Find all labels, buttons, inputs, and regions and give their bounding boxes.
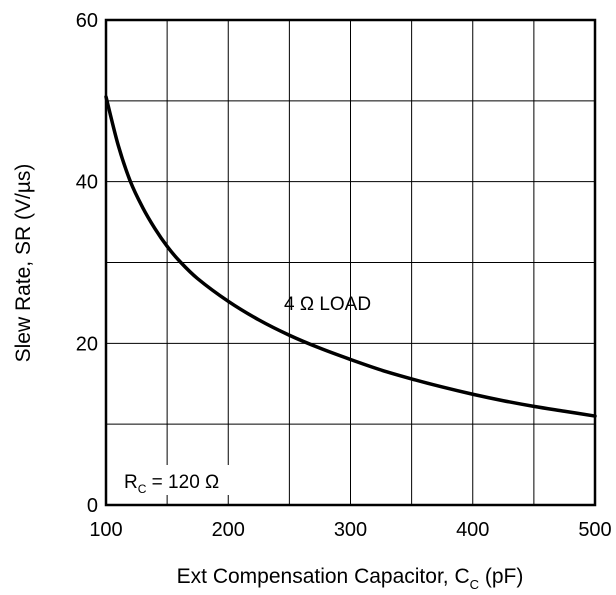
y-tick-label: 0 (87, 495, 98, 517)
annotation-rc-rest: = 120 Ω (146, 472, 219, 493)
plot-frame (104, 18, 597, 507)
x-axis-title-main: Ext Compensation Capacitor, C (177, 565, 470, 588)
y-axis-title: Slew Rate, SR (V/µs) (12, 164, 35, 363)
x-axis-title-unit: (pF) (479, 565, 523, 588)
y-tick-label: 40 (76, 172, 98, 194)
x-axis-title: Ext Compensation Capacitor, CC (pF) (177, 565, 524, 592)
y-tick-label: 20 (76, 333, 98, 355)
x-tick-label: 400 (456, 519, 489, 541)
annotation-rc-main: R (124, 472, 138, 493)
grid (105, 19, 596, 506)
y-tick-labels: 0 20 40 60 (76, 10, 98, 517)
annotation-load-label: 4 Ω LOAD (284, 294, 371, 315)
x-tick-label: 500 (578, 519, 611, 541)
x-tick-label: 300 (334, 519, 367, 541)
x-tick-labels: 100 200 300 400 500 (89, 519, 611, 541)
x-axis-title-sub: C (470, 577, 479, 592)
svg-text:RC = 120 Ω: RC = 120 Ω (124, 472, 219, 496)
annotation-rc-sub: C (138, 482, 147, 496)
series-line-4-ohm-load (104, 95, 597, 418)
x-tick-label: 200 (212, 519, 245, 541)
annotation-rc-label: RC = 120 Ω (118, 465, 242, 496)
x-tick-label: 100 (89, 519, 122, 541)
y-tick-label: 60 (76, 10, 98, 32)
